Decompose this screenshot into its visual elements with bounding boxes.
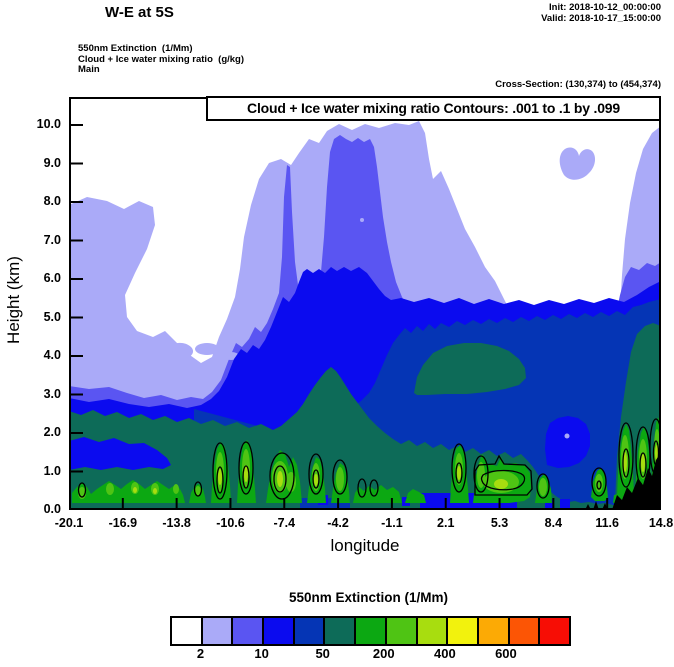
y-tick-label: 0.0 (43, 502, 61, 516)
lavender-heart-blob (559, 147, 596, 180)
y-tick-label: 10.0 (36, 117, 61, 131)
lavender-dot (360, 218, 364, 222)
x-tick-label: -7.4 (273, 516, 296, 530)
colorbar-cell (540, 618, 569, 644)
y-tick-label: 6.0 (43, 271, 61, 285)
lavender-dot (564, 433, 570, 439)
lavender-swirl-blob (195, 343, 219, 355)
colorbar-cell (233, 618, 265, 644)
colorbar-tick-label: 50 (315, 646, 330, 661)
init-time-label: Init: 2018-10-12_00:00:00 (549, 2, 661, 13)
colorbar-tick-label: 400 (433, 646, 456, 661)
colorbar-cell (448, 618, 479, 644)
y-tick-label: 4.0 (43, 348, 61, 362)
valid-time-label: Valid: 2018-10-17_15:00:00 (541, 13, 661, 24)
colorbar-tick-label: 600 (495, 646, 517, 661)
x-tick-label: -13.8 (162, 516, 191, 530)
blue-square (545, 499, 553, 508)
colorbar-tick-label: 10 (254, 646, 269, 661)
blue-pocket (545, 416, 590, 468)
blue-square (560, 499, 570, 508)
y-tick-label: 8.0 (43, 194, 61, 208)
colorbar (170, 616, 571, 646)
cross-section-plot (69, 97, 661, 510)
blue-tongue-left (69, 437, 171, 470)
teal-island (414, 343, 526, 395)
colorbar-cell (202, 618, 234, 644)
colorbar-cell (417, 618, 449, 644)
x-tick-label: 5.3 (490, 516, 509, 530)
y-tick-label: 1.0 (43, 463, 61, 478)
x-tick-label: -4.2 (327, 516, 349, 530)
x-tick-label: 2.1 (437, 516, 455, 530)
plotted-fields-list: 550nm Extinction (1/Mm) Cloud + Ice wate… (78, 43, 245, 75)
lavender-swirl-blob (163, 342, 194, 362)
x-tick-label: 14.8 (648, 516, 674, 530)
colorbar-cell (386, 618, 418, 644)
x-tick-label: -16.9 (108, 516, 138, 530)
y-tick-label: 2.0 (43, 425, 61, 439)
colorbar-cell (264, 618, 295, 644)
colorbar-tick-label: 2 (196, 646, 205, 661)
y-tick-label: 9.0 (43, 155, 61, 170)
x-tick-label: 8.4 (544, 516, 563, 530)
y-tick-label: 7.0 (43, 232, 61, 247)
yellow-green-kernels (133, 445, 659, 494)
y-tick-label: 5.0 (43, 309, 61, 324)
model-run-info: Init: 2018-10-12_00:00:00 Valid: 2018-10… (541, 2, 661, 24)
contour-plot-canvas (69, 97, 661, 510)
x-tick-label: 11.6 (595, 516, 619, 530)
x-tick-label: -20.1 (54, 516, 84, 530)
colorbar-cell (172, 618, 203, 644)
contour-info-box: Cloud + Ice water mixing ratio Contours:… (206, 96, 661, 121)
y-tick-label: 3.0 (43, 386, 61, 401)
x-tick-label: -1.1 (381, 516, 403, 530)
colorbar-cell (509, 618, 541, 644)
page-title: W-E at 5S (105, 4, 174, 21)
colorbar-title: 550nm Extinction (1/Mm) (288, 590, 449, 605)
x-axis-title: longitude (330, 536, 400, 555)
y-axis-title: Height (km) (4, 256, 23, 344)
colorbar-cell (325, 618, 357, 644)
x-tick-label: -10.6 (216, 516, 245, 530)
colorbar-cell (356, 618, 387, 644)
colorbar-cell (478, 618, 510, 644)
cross-section-coords-label: Cross-Section: (130,374) to (454,374) (495, 79, 661, 90)
colorbar-cell (294, 618, 326, 644)
colorbar-tick-label: 200 (372, 646, 395, 661)
